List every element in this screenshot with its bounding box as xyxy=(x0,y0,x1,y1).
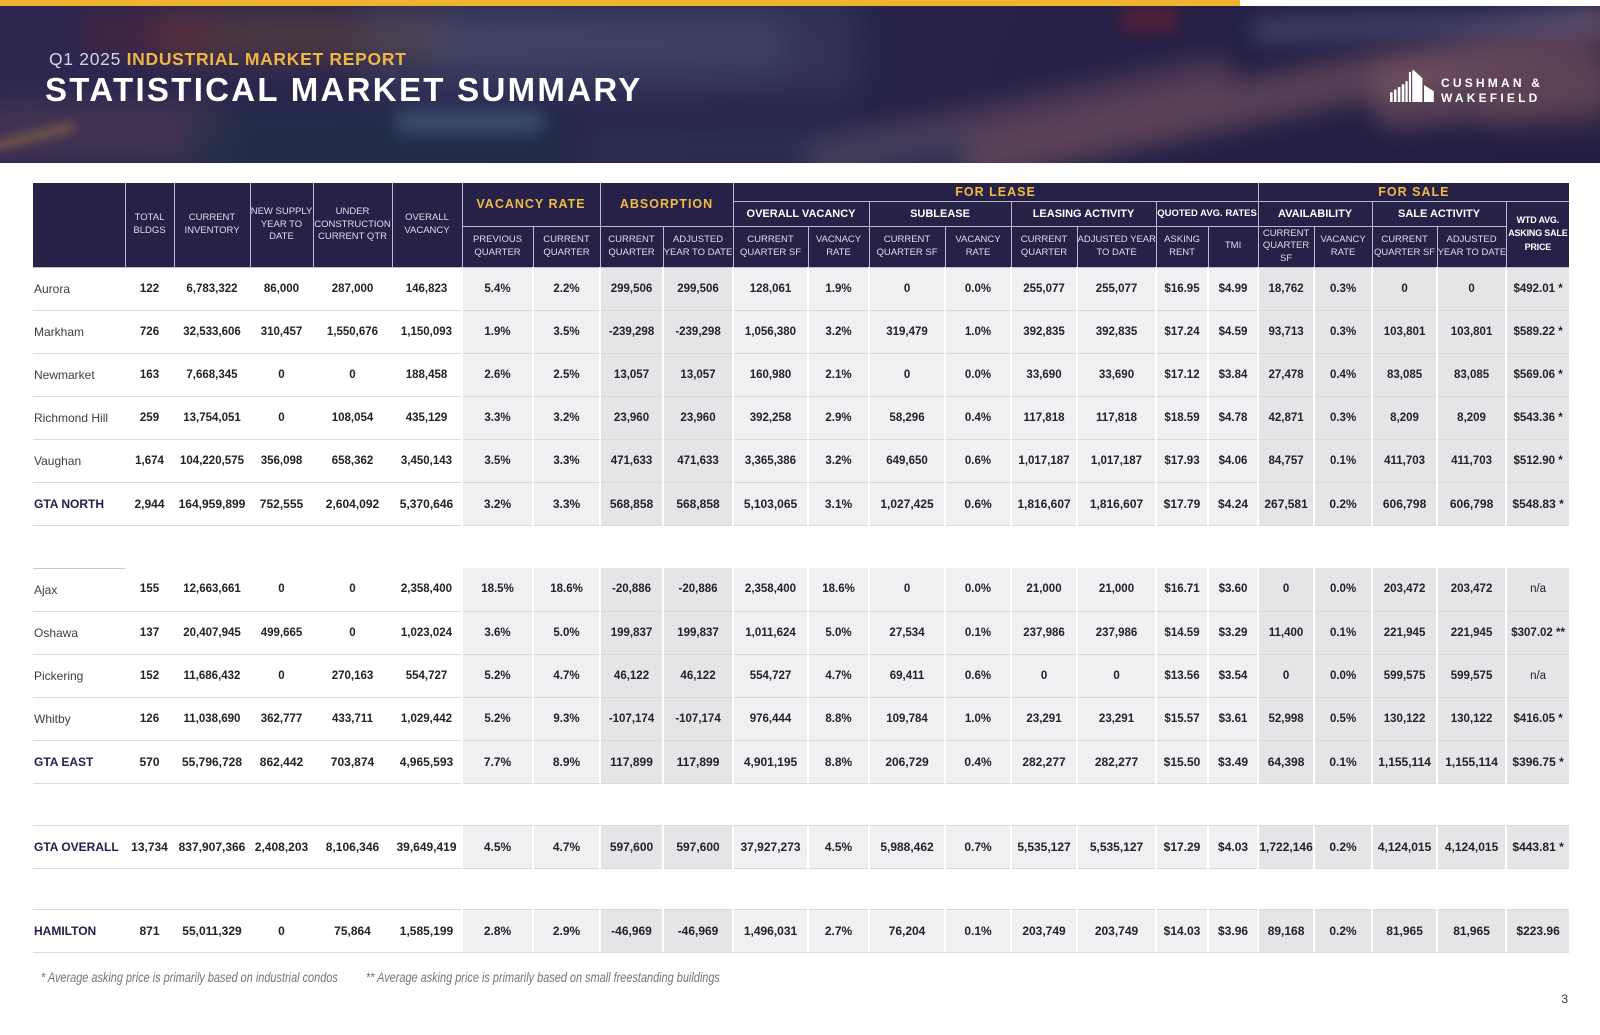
svg-text:WAKEFIELD: WAKEFIELD xyxy=(1441,91,1540,103)
svg-text:CUSHMAN &: CUSHMAN & xyxy=(1441,76,1543,90)
